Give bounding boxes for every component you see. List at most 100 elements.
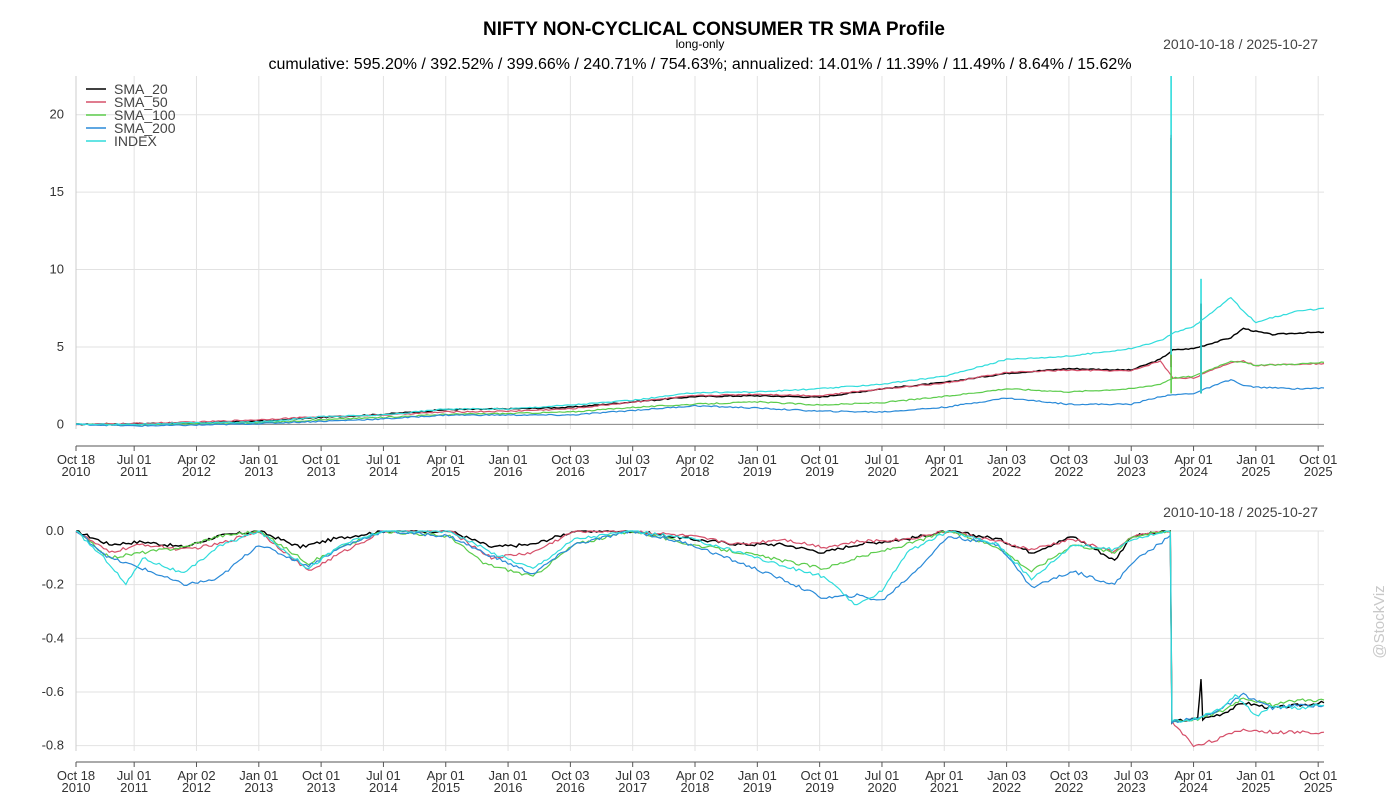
x-tick-year-14: 2021 xyxy=(930,780,959,795)
x-tick-year-3: 2013 xyxy=(244,780,273,795)
x-tick-year-20: 2025 xyxy=(1304,464,1333,479)
x-tick-label-12: Oct 01 xyxy=(801,768,839,783)
date-range-bottom: 2010-10-18 / 2025-10-27 xyxy=(1163,504,1318,520)
x-tick-year-7: 2016 xyxy=(494,780,523,795)
chart-subtitle: long-only xyxy=(676,37,725,51)
performance-stats: cumulative: 595.20% / 392.52% / 399.66% … xyxy=(268,56,1131,73)
x-tick-year-1: 2011 xyxy=(120,464,148,479)
x-tick-year-12: 2019 xyxy=(805,780,834,795)
x-tick-label-18: Apr 01 xyxy=(1174,768,1212,783)
x-tick-year-0: 2010 xyxy=(62,780,91,795)
series-line-sma-50 xyxy=(75,360,1325,426)
y-tick-label-2: -0.4 xyxy=(42,630,64,645)
y-tick-label-1: -0.2 xyxy=(42,577,64,592)
y-tick-label-3: -0.6 xyxy=(42,684,64,699)
x-tick-year-5: 2014 xyxy=(369,464,398,479)
x-tick-year-2: 2012 xyxy=(182,780,211,795)
y-tick-label-1: 5 xyxy=(57,339,64,354)
x-tick-year-4: 2013 xyxy=(307,464,336,479)
x-tick-year-6: 2015 xyxy=(431,780,460,795)
x-tick-label-16: Oct 03 xyxy=(1050,768,1088,783)
x-tick-year-3: 2013 xyxy=(244,464,273,479)
x-tick-year-17: 2023 xyxy=(1117,464,1146,479)
watermark: @StockViz xyxy=(1371,585,1388,658)
x-tick-label-3: Jan 01 xyxy=(239,452,278,467)
x-tick-label-7: Jan 01 xyxy=(489,452,528,467)
series-line-index xyxy=(75,296,1325,426)
x-tick-year-4: 2013 xyxy=(307,780,336,795)
y-tick-label-2: 10 xyxy=(50,262,64,277)
x-tick-label-10: Apr 02 xyxy=(676,768,714,783)
x-tick-label-15: Jan 03 xyxy=(987,768,1026,783)
series-line-index xyxy=(75,530,1325,723)
series-line-sma-100 xyxy=(75,360,1325,427)
x-tick-year-19: 2025 xyxy=(1241,780,1270,795)
legend-label-index: INDEX xyxy=(114,133,157,149)
x-tick-year-2: 2012 xyxy=(182,464,211,479)
x-tick-year-10: 2018 xyxy=(681,464,710,479)
x-tick-label-6: Apr 01 xyxy=(427,768,465,783)
x-tick-year-0: 2010 xyxy=(62,464,91,479)
x-tick-year-11: 2019 xyxy=(743,780,772,795)
x-tick-label-1: Jul 01 xyxy=(117,452,152,467)
x-tick-year-13: 2020 xyxy=(868,464,897,479)
x-tick-year-1: 2011 xyxy=(120,780,148,795)
x-tick-label-20: Oct 01 xyxy=(1299,452,1337,467)
x-tick-label-5: Jul 01 xyxy=(366,452,401,467)
x-tick-year-8: 2016 xyxy=(556,464,585,479)
x-tick-year-10: 2018 xyxy=(681,780,710,795)
x-tick-label-2: Apr 02 xyxy=(177,452,215,467)
series-line-sma-50 xyxy=(75,530,1325,748)
legend-label-sma-20: SMA_20 xyxy=(114,81,168,97)
x-tick-year-9: 2017 xyxy=(618,464,647,479)
x-tick-year-16: 2022 xyxy=(1054,780,1083,795)
y-tick-label-0: 0.0 xyxy=(46,523,64,538)
x-tick-label-18: Apr 01 xyxy=(1174,452,1212,467)
x-tick-year-20: 2025 xyxy=(1304,780,1333,795)
x-tick-year-15: 2022 xyxy=(992,464,1021,479)
x-tick-year-9: 2017 xyxy=(618,780,647,795)
x-tick-label-10: Apr 02 xyxy=(676,452,714,467)
series-line-sma-100 xyxy=(75,530,1325,723)
x-tick-year-8: 2016 xyxy=(556,780,585,795)
x-tick-label-5: Jul 01 xyxy=(366,768,401,783)
x-tick-label-17: Jul 03 xyxy=(1114,452,1149,467)
x-tick-year-7: 2016 xyxy=(494,464,523,479)
x-tick-label-4: Oct 01 xyxy=(302,768,340,783)
y-tick-label-4: 20 xyxy=(50,107,64,122)
y-tick-label-3: 15 xyxy=(50,184,64,199)
x-tick-year-5: 2014 xyxy=(369,780,398,795)
x-tick-year-18: 2024 xyxy=(1179,780,1208,795)
x-tick-label-15: Jan 03 xyxy=(987,452,1026,467)
x-tick-year-14: 2021 xyxy=(930,464,959,479)
x-tick-label-11: Jan 01 xyxy=(738,768,777,783)
x-tick-label-0: Oct 18 xyxy=(57,452,95,467)
x-tick-label-1: Jul 01 xyxy=(117,768,152,783)
x-tick-label-17: Jul 03 xyxy=(1114,768,1149,783)
x-tick-year-13: 2020 xyxy=(868,780,897,795)
x-tick-year-17: 2023 xyxy=(1117,780,1146,795)
chart-title: NIFTY NON-CYCLICAL CONSUMER TR SMA Profi… xyxy=(483,19,945,40)
x-tick-year-16: 2022 xyxy=(1054,464,1083,479)
x-tick-label-3: Jan 01 xyxy=(239,768,278,783)
legend-label-sma-200: SMA_200 xyxy=(114,120,176,136)
x-tick-year-11: 2019 xyxy=(743,464,772,479)
y-tick-label-0: 0 xyxy=(57,416,64,431)
x-tick-label-19: Jan 01 xyxy=(1236,452,1275,467)
x-tick-label-14: Apr 01 xyxy=(925,768,963,783)
x-tick-label-9: Jul 03 xyxy=(615,452,650,467)
x-tick-label-20: Oct 01 xyxy=(1299,768,1337,783)
x-tick-year-19: 2025 xyxy=(1241,464,1270,479)
x-tick-label-12: Oct 01 xyxy=(801,452,839,467)
x-tick-label-13: Jul 01 xyxy=(865,452,900,467)
x-tick-label-9: Jul 03 xyxy=(615,768,650,783)
legend-label-sma-100: SMA_100 xyxy=(114,107,176,123)
x-tick-label-19: Jan 01 xyxy=(1236,768,1275,783)
x-tick-label-2: Apr 02 xyxy=(177,768,215,783)
x-tick-year-15: 2022 xyxy=(992,780,1021,795)
series-line-sma-200 xyxy=(75,379,1325,427)
date-range-top: 2010-10-18 / 2025-10-27 xyxy=(1163,36,1318,52)
